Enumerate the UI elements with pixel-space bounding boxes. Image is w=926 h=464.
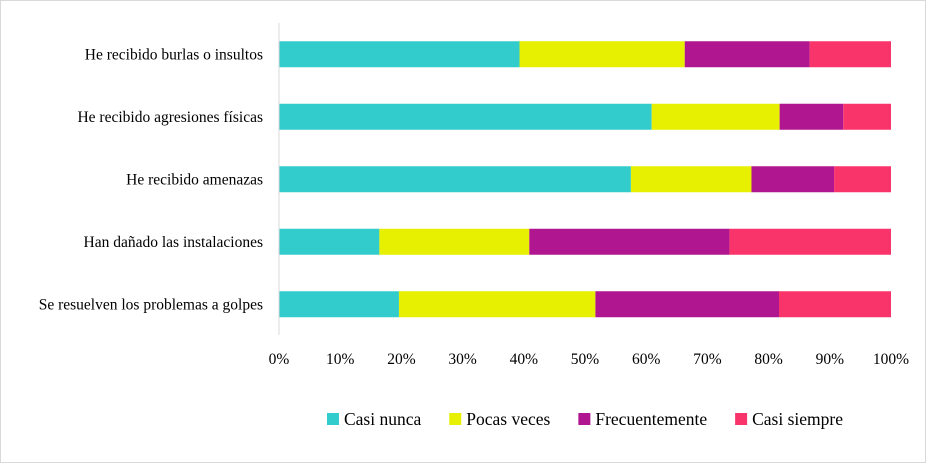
x-tick-label: 10% [326, 351, 355, 368]
x-tick-label: 30% [448, 351, 477, 368]
bars-group [279, 41, 891, 318]
bar-5-series-3 [595, 291, 780, 318]
category-label: Se resuelven los problemas a golpes [39, 296, 263, 313]
category-label: He recibido amenazas [126, 171, 263, 188]
x-tick-label: 90% [816, 351, 845, 368]
bar-2-series-2 [651, 103, 780, 130]
x-tick-label: 80% [754, 351, 783, 368]
x-tick-label: 40% [510, 351, 539, 368]
x-tick-label: 50% [571, 351, 600, 368]
legend-swatch [578, 413, 591, 425]
bar-2-series-4 [843, 103, 891, 130]
x-tick-label: 60% [632, 351, 661, 368]
category-label: He recibido agresiones físicas [77, 109, 263, 126]
bar-4-series-3 [529, 228, 730, 255]
bar-4-series-2 [379, 228, 530, 255]
bar-3-series-3 [751, 166, 835, 193]
bar-1-series-1 [279, 41, 520, 68]
category-label: Han dañado las instalaciones [84, 234, 263, 251]
legend-label: Casi siempre [752, 409, 843, 429]
x-tick-label: 0% [269, 351, 290, 368]
legend-label: Casi nunca [344, 409, 422, 429]
bar-2-series-1 [279, 103, 652, 130]
category-labels: He recibido burlas o insultos He recibido… [39, 46, 263, 313]
legend-item: Pocas veces [449, 409, 551, 429]
legend: Casi nunca Pocas veces Frecuentemente Casi … [326, 409, 843, 429]
bar-1-series-4 [809, 41, 891, 68]
x-tick-label: 70% [693, 351, 722, 368]
legend-item: Casi siempre [735, 409, 843, 429]
legend-label: Frecuentemente [595, 409, 707, 429]
bar-3-series-2 [630, 166, 752, 193]
bar-1-series-3 [684, 41, 810, 68]
legend-item: Casi nunca [326, 409, 422, 429]
x-tick-label: 20% [387, 351, 416, 368]
bar-5-series-4 [779, 291, 891, 318]
bar-4-series-1 [279, 228, 380, 255]
bar-2-series-3 [779, 103, 844, 130]
legend-swatch [326, 413, 339, 425]
legend-swatch [735, 413, 748, 425]
bar-3-series-1 [279, 166, 631, 193]
bar-4-series-4 [729, 228, 891, 255]
legend-item: Frecuentemente [578, 409, 707, 429]
legend-swatch [449, 413, 462, 425]
legend-label: Pocas veces [466, 409, 550, 429]
x-tick-label: 100% [873, 351, 909, 368]
bar-5-series-1 [279, 291, 399, 318]
x-tick-labels: 0% 10% 20% 30% 40% 50% 60% 70% 80% 90% 100% [269, 351, 910, 368]
bar-5-series-2 [398, 291, 596, 318]
bar-1-series-2 [519, 41, 685, 68]
bar-3-series-4 [834, 166, 891, 193]
category-label: He recibido burlas o insultos [85, 46, 263, 63]
